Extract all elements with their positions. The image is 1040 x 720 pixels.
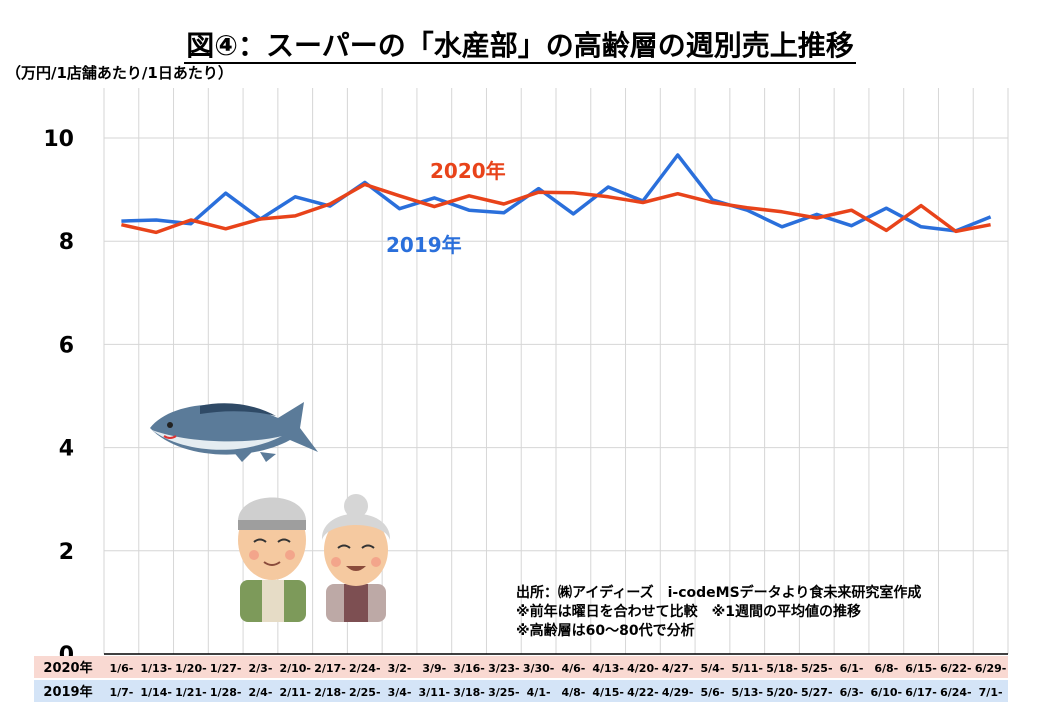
x-tick-label-2020: 3/2- [388,662,412,675]
x-tick-label-2020: 3/23- [488,662,520,675]
source-line-1: 出所：㈱アイディーズ i-codeMSデータより食未来研究室作成 [516,585,922,601]
x-tick-label-2019: 3/11- [419,686,451,699]
x-tick-label-2020: 1/13- [140,662,172,675]
x-tick-label-2019: 6/10- [871,686,903,699]
x-tick-label-2020: 2/17- [314,662,346,675]
x-tick-label-2020: 5/25- [801,662,833,675]
x-tick-label-2019: 3/4- [388,686,412,699]
x-tick-label-2019: 4/15- [592,686,624,699]
x-tick-label-2020: 4/20- [627,662,659,675]
x-tick-label-2019: 5/27- [801,686,833,699]
y-tick-label: 10 [43,127,74,152]
x-tick-label-2020: 6/8- [874,662,898,675]
x-tick-label-2019: 5/6- [701,686,725,699]
x-tick-label-2019: 2/4- [249,686,273,699]
x-tick-label-2019: 6/3- [840,686,864,699]
x-tick-label-2019: 4/22- [627,686,659,699]
x-tick-label-2019: 1/14- [140,686,172,699]
source-line-3: ※高齢層は60～80代で分析 [516,623,695,639]
x-row-bg-2020 [34,656,1008,678]
x-tick-label-2020: 5/11- [731,662,763,675]
x-tick-label-2019: 6/17- [905,686,937,699]
y-tick-label: 8 [59,230,74,255]
x-tick-label-2020: 3/16- [453,662,485,675]
x-tick-label-2019: 4/1- [527,686,551,699]
series-lines [121,153,992,235]
grid-lines [103,88,1009,655]
x-tick-label-2020: 6/22- [940,662,972,675]
x-tick-label-2020: 4/13- [592,662,624,675]
x-tick-label-2020: 6/29- [975,662,1007,675]
source-line-2: ※前年は曜日を合わせて比較 ※1週間の平均値の推移 [516,604,861,620]
x-tick-label-2019: 2/25- [349,686,381,699]
x-tick-label-2020: 2/24- [349,662,381,675]
y-tick-label: 6 [59,333,74,358]
x-tick-label-2020: 3/9- [422,662,446,675]
x-row-label-2019: 2019年 [43,684,92,700]
series-label-2020: 2020年 [430,159,506,183]
x-tick-label-2019: 6/24- [940,686,972,699]
x-tick-label-2019: 1/28- [210,686,242,699]
x-tick-label-2020: 4/27- [662,662,694,675]
x-tick-label-2019: 7/1- [979,686,1003,699]
fish-icon [150,402,318,462]
x-tick-label-2019: 2/18- [314,686,346,699]
x-tick-label-2019: 2/11- [279,686,311,699]
unit-label: （万円/1店舗あたり/1日あたり） [6,64,233,82]
x-tick-label-2019: 4/8- [561,686,585,699]
elderly-woman-icon [321,494,391,622]
y-tick-label: 4 [59,437,74,462]
series-line-2020 [121,182,991,235]
x-tick-label-2020: 2/10- [279,662,311,675]
x-tick-label-2020: 3/30- [523,662,555,675]
x-tick-label-2019: 3/25- [488,686,520,699]
x-tick-label-2020: 5/18- [766,662,798,675]
x-tick-label-2020: 1/27- [210,662,242,675]
y-tick-label: 2 [59,540,74,565]
elderly-man-icon [238,497,306,622]
x-tick-label-2019: 3/18- [453,686,485,699]
x-tick-label-2020: 6/15- [905,662,937,675]
x-tick-label-2020: 4/6- [561,662,585,675]
x-tick-label-2019: 4/29- [662,686,694,699]
chart-title-text: 図④：スーパーの「水産部」の高齢層の週別売上推移 [184,29,856,64]
series-line-2019 [121,153,992,233]
source-note: 出所：㈱アイディーズ i-codeMSデータより食未来研究室作成 ※前年は曜日を… [516,584,921,641]
x-tick-label-2020: 5/4- [701,662,725,675]
x-tick-label-2019: 1/21- [175,686,207,699]
x-tick-label-2020: 2/3- [249,662,273,675]
x-tick-label-2019: 1/7- [109,686,133,699]
x-tick-label-2020: 6/1- [840,662,864,675]
series-label-2019: 2019年 [386,233,462,257]
x-tick-label-2019: 5/13- [731,686,763,699]
x-tick-label-2020: 1/20- [175,662,207,675]
x-tick-label-2019: 5/20- [766,686,798,699]
x-tick-label-2020: 1/6- [109,662,133,675]
x-row-label-2020: 2020年 [43,660,92,676]
x-axis-rows: 2020年 1/6- 1/13- 1/20- 1/27- 2/3- 2/10- 2/17- 2/… [34,656,1008,702]
x-row-bg-2019 [34,680,1008,702]
chart-title: 図④：スーパーの「水産部」の高齢層の週別売上推移 [0,24,1040,64]
